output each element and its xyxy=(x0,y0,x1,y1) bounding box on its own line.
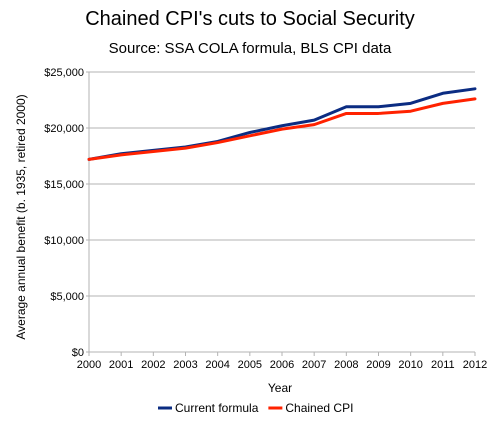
x-tick-label: 2005 xyxy=(238,359,262,371)
axes xyxy=(86,71,476,356)
y-tick-label: $15,000 xyxy=(44,179,84,191)
series-lines xyxy=(87,87,477,161)
x-tick-label: 2011 xyxy=(431,359,455,371)
x-tick-label: 2003 xyxy=(173,359,197,371)
x-tick-label: 2007 xyxy=(302,359,326,371)
x-tick-label: 2008 xyxy=(334,359,358,371)
x-tick-label: 2012 xyxy=(463,359,487,371)
y-tick-label: $20,000 xyxy=(44,123,84,135)
chart-subtitle: Source: SSA COLA formula, BLS CPI data xyxy=(109,40,392,57)
y-tick-label: $0 xyxy=(72,347,84,359)
y-tick-label: $5,000 xyxy=(50,291,84,303)
legend-label-current-formula: Current formula xyxy=(175,401,259,415)
series-line-current-formula xyxy=(87,87,477,161)
series-line-chained-cpi xyxy=(87,97,477,161)
tick-labels: $0 $5,000 $10,000 $15,000 $20,000 $25,000 2000… xyxy=(44,67,487,371)
y-tick-label: $10,000 xyxy=(44,235,84,247)
x-tick-label: 2004 xyxy=(205,359,229,371)
legend: Current formula Chained CPI xyxy=(158,401,353,415)
x-tick-label: 2001 xyxy=(109,359,133,371)
x-tick-label: 2009 xyxy=(366,359,390,371)
y-tick-label: $25,000 xyxy=(44,67,84,79)
x-tick-label: 2006 xyxy=(270,359,294,371)
y-axis-label: Average annual benefit (b. 1935, retired… xyxy=(14,94,28,339)
gridlines xyxy=(89,71,475,353)
x-tick-label: 2002 xyxy=(141,359,165,371)
legend-label-chained-cpi: Chained CPI xyxy=(285,401,353,415)
x-tick-label: 2000 xyxy=(77,359,101,371)
x-tick-label: 2010 xyxy=(398,359,422,371)
x-axis-label: Year xyxy=(268,381,292,395)
chart-title: Chained CPI's cuts to Social Security xyxy=(85,8,415,30)
